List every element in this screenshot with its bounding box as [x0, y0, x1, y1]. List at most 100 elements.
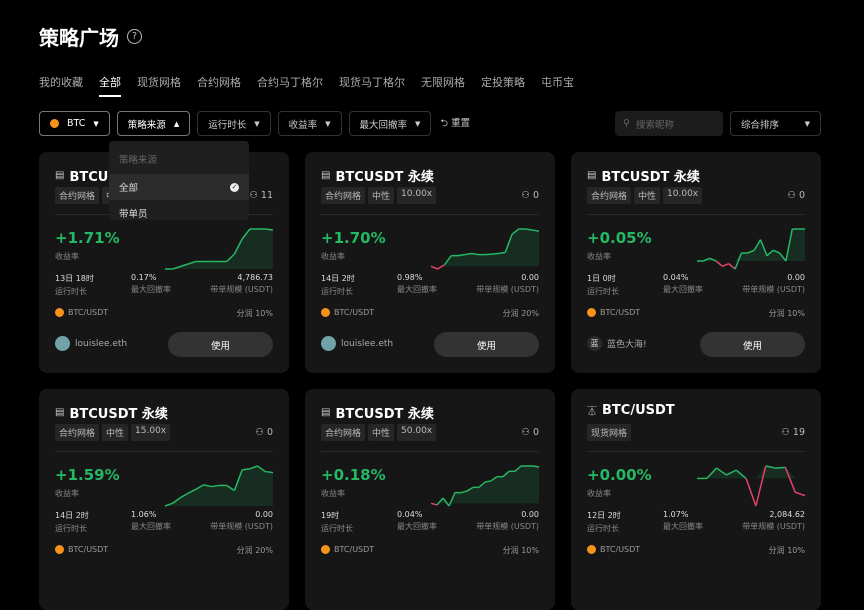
tab-1[interactable]: 全部: [99, 76, 121, 97]
sparkline-segment: [443, 255, 452, 266]
leader[interactable]: 蓝蓝色大海!: [587, 336, 647, 351]
tab-6[interactable]: 无限网格: [421, 76, 465, 89]
reset-button[interactable]: ⮌ 重置: [440, 115, 470, 132]
contract-icon: ▤: [55, 407, 65, 418]
sparkline-segment: [436, 497, 444, 506]
tab-7[interactable]: 定投策略: [481, 76, 525, 89]
pair: BTC/USDT: [55, 545, 108, 554]
stat-drawdown: 0.04% 最大回撤率: [397, 510, 437, 532]
sparkline-segment: [794, 491, 805, 497]
stat-drawdown: 1.06% 最大回撤率: [131, 510, 171, 532]
profit-share: 分润 10%: [502, 546, 539, 555]
profit-share: 分润 10%: [768, 546, 805, 555]
help-icon[interactable]: ?: [127, 29, 142, 44]
followers: ⚇ 0: [787, 190, 805, 201]
sparkline-segment: [525, 228, 533, 231]
use-button[interactable]: 使用: [700, 332, 805, 357]
sparkline-segment: [532, 229, 539, 232]
search-input[interactable]: ⚲ 搜索昵称: [615, 111, 723, 136]
tag: 合约网格: [587, 187, 632, 204]
users-icon: ⚇: [521, 190, 530, 201]
sparkline-segment: [490, 476, 498, 482]
yield-label: 收益率: [55, 489, 79, 498]
sparkline-segment: [706, 467, 718, 479]
caret-down-icon: ▼: [325, 119, 331, 128]
sparkline-segment: [265, 228, 273, 231]
yield-value: +0.00%: [587, 466, 652, 484]
sparkline-segment: [498, 251, 506, 255]
dropdown-item-leader[interactable]: 带单员: [109, 200, 249, 226]
dropdown-item-all[interactable]: 全部 ✓: [109, 174, 249, 200]
source-filter[interactable]: 策略来源 ▲: [116, 111, 191, 136]
sparkline-segment: [233, 469, 243, 491]
leader-name: louislee.eth: [341, 338, 394, 349]
scale-value: 0.00: [521, 273, 539, 282]
dropdown-header: 策略来源: [119, 155, 158, 166]
tag: 合约网格: [321, 187, 366, 204]
followers: ⚇ 19: [781, 427, 805, 438]
scale-label: 带单规模 (USDT): [742, 285, 805, 294]
sparkline-segment: [491, 252, 499, 255]
users-icon: ⚇: [787, 190, 796, 201]
card-title: ▤ BTCUSDT 永续: [55, 403, 168, 422]
coin-filter-label: BTC: [67, 118, 86, 129]
tag: 10.00x: [663, 187, 703, 204]
sparkline-segment: [241, 228, 251, 240]
sparkline-segment: [747, 249, 755, 254]
tab-5[interactable]: 现货马丁格尔: [339, 76, 405, 89]
divider: [321, 214, 539, 215]
sparkline-segment: [249, 465, 258, 470]
strategy-card[interactable]: ▤ BTCUSDT 永续 合约网格 中性 10.00x ⚇ 0 +0.05% 收益率 …: [571, 152, 821, 373]
drawdown-value: 0.98%: [397, 273, 423, 282]
sparkline-segment: [703, 257, 710, 262]
use-button[interactable]: 使用: [434, 332, 539, 357]
use-button[interactable]: 使用: [168, 332, 273, 357]
tab-2[interactable]: 现货网格: [137, 76, 181, 89]
avatar: 蓝: [587, 336, 602, 351]
sparkline-segment: [502, 470, 510, 478]
leader[interactable]: louislee.eth: [321, 336, 393, 351]
scale-label: 带单规模 (USDT): [742, 522, 805, 531]
sparkline-segment: [226, 253, 235, 263]
tag: 合约网格: [55, 424, 100, 441]
duration-label: 运行时长: [321, 524, 353, 533]
drawdown-filter[interactable]: 最大回撤率 ▼: [348, 111, 432, 136]
sort-select[interactable]: 综合排序 ▼: [730, 111, 821, 136]
profit-share: 分润 10%: [236, 309, 273, 318]
yield-filter[interactable]: 收益率 ▼: [277, 111, 342, 136]
pair-label: BTC/USDT: [334, 545, 375, 554]
tab-3[interactable]: 合约网格: [197, 76, 241, 89]
tab-4[interactable]: 合约马丁格尔: [257, 76, 323, 89]
spot-grid-icon: ⏄: [587, 407, 597, 418]
contract-icon: ▤: [55, 170, 65, 181]
pair-label: BTC/USDT: [600, 545, 641, 554]
pair-label: BTC/USDT: [600, 308, 641, 317]
coin-filter[interactable]: BTC ▼: [39, 111, 110, 136]
source-dropdown: 策略来源 全部 ✓ 带单员: [109, 141, 249, 220]
page-title: 策略广场?: [39, 22, 142, 51]
tab-8[interactable]: 屯币宝: [541, 76, 574, 89]
sparkline-segment: [431, 265, 439, 270]
sparkline-segment: [203, 484, 212, 488]
sparkline-segment: [211, 484, 220, 488]
sparkline-segment: [464, 252, 472, 256]
duration-value: 13日 18时: [55, 274, 94, 283]
drawdown-label: 最大回撤率: [131, 285, 171, 294]
leader[interactable]: louislee.eth: [55, 336, 127, 351]
strategy-card[interactable]: ⏄ BTC/USDT 现货网格 ⚇ 19 +0.00% 收益率 12日 2时 运行时…: [571, 389, 821, 610]
tag: 中性: [102, 424, 129, 441]
drawdown-label: 最大回撤率: [663, 285, 703, 294]
duration-filter[interactable]: 运行时长 ▼: [197, 111, 271, 136]
sparkline-segment: [187, 488, 197, 494]
followers: ⚇ 0: [521, 190, 539, 201]
followers: ⚇ 11: [249, 190, 273, 201]
strategy-card[interactable]: ▤ BTCUSDT 永续 合约网格 中性 50.00x ⚇ 0 +0.18% 收益率 …: [305, 389, 555, 610]
strategy-card[interactable]: ▤ BTCUSDT 永续 合约网格 中性 15.00x ⚇ 0 +1.59% 收益率 …: [39, 389, 289, 610]
stat-scale: 0.00 带单规模 (USDT): [742, 273, 805, 295]
sparkline: [697, 228, 805, 270]
drawdown-label: 最大回撤率: [131, 522, 171, 531]
strategy-card[interactable]: ▤ BTCUSDT 永续 合约网格 中性 10.00x ⚇ 0 +1.70% 收益率 …: [305, 152, 555, 373]
followers-count: 0: [798, 190, 805, 201]
scale-value: 0.00: [521, 510, 539, 519]
tab-0[interactable]: 我的收藏: [39, 76, 83, 89]
